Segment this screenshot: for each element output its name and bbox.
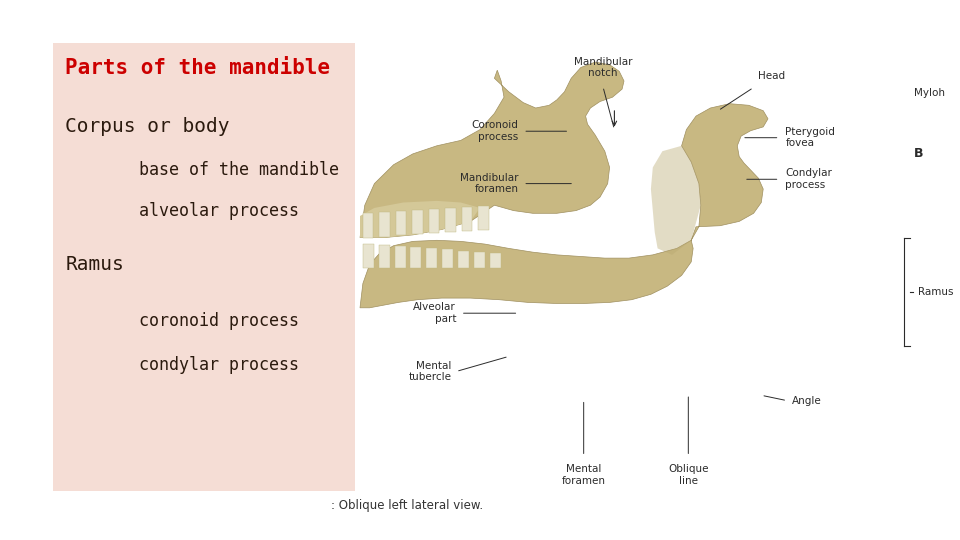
Text: Oblique
line: Oblique line [668,464,708,486]
Text: Mandibular
notch: Mandibular notch [574,57,632,78]
Text: B: B [914,147,924,160]
Polygon shape [360,201,480,238]
Polygon shape [396,211,406,235]
Polygon shape [651,146,701,255]
Text: Head: Head [758,71,785,81]
Polygon shape [360,62,624,238]
Polygon shape [490,253,500,268]
Polygon shape [412,210,422,234]
Polygon shape [395,246,405,268]
Polygon shape [478,206,489,230]
Text: Myloh: Myloh [914,88,945,98]
Polygon shape [426,248,437,268]
Polygon shape [363,213,373,238]
Text: Ramus: Ramus [65,255,124,274]
Polygon shape [462,207,472,231]
Polygon shape [411,247,421,268]
Polygon shape [445,208,456,232]
Bar [53,43,355,491]
Text: alveolar process: alveolar process [139,201,300,220]
Text: Mental
tubercle: Mental tubercle [408,361,451,382]
Text: Pterygoid
fovea: Pterygoid fovea [785,127,835,148]
Text: : Oblique left lateral view.: : Oblique left lateral view. [331,499,483,512]
Text: Corpus or body: Corpus or body [65,117,229,137]
Text: coronoid process: coronoid process [139,312,300,330]
Text: Alveolar
part: Alveolar part [413,302,456,324]
Polygon shape [429,209,440,233]
Polygon shape [378,245,390,268]
Polygon shape [363,244,373,268]
Text: Angle: Angle [792,396,822,406]
Polygon shape [458,251,468,268]
Text: Parts of the mandible: Parts of the mandible [65,57,330,78]
Polygon shape [360,104,768,308]
Text: Mandibular
foramen: Mandibular foramen [460,173,518,194]
Text: Mental
foramen: Mental foramen [562,464,606,486]
Polygon shape [442,249,453,268]
Polygon shape [474,252,485,268]
Polygon shape [379,212,390,237]
Text: base of the mandible: base of the mandible [139,161,339,179]
Text: Condylar
process: Condylar process [785,168,832,190]
Text: Ramus: Ramus [918,287,953,296]
Text: condylar process: condylar process [139,355,300,374]
Text: Coronoid
process: Coronoid process [471,120,518,142]
